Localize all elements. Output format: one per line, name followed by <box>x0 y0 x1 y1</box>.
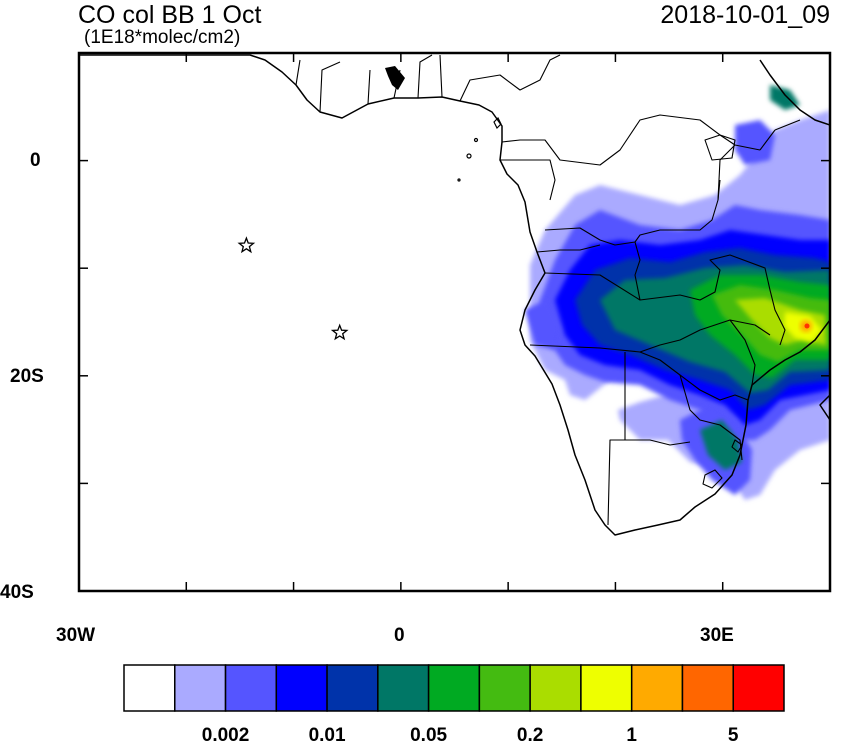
colorbar-swatch <box>681 664 734 712</box>
lake-victoria <box>704 134 736 161</box>
colorbar-swatch <box>174 664 227 712</box>
island <box>493 116 502 130</box>
units-label: (1E18*molec/cm2) <box>84 27 241 48</box>
island <box>473 137 479 143</box>
border-line <box>634 241 786 346</box>
lakes <box>385 66 405 90</box>
lat-label-0: 0 <box>30 150 41 171</box>
lat-label-20s: 20S <box>10 366 44 387</box>
plume-west-patch <box>525 300 560 350</box>
colorbar-label: 1 <box>626 725 637 746</box>
plume-east-africa-patch <box>770 85 800 110</box>
swaziland-border <box>731 439 743 453</box>
colorbar <box>123 664 785 712</box>
lon-label-30e: 30E <box>700 625 734 646</box>
colorbar-swatch <box>580 664 633 712</box>
map-frame <box>77 51 832 593</box>
africa-coastline <box>79 54 830 536</box>
colorbar-swatch <box>123 664 176 712</box>
border-line <box>500 159 556 201</box>
coastlines <box>79 54 830 536</box>
plume-red-hotspot <box>804 323 810 329</box>
border-line <box>459 54 561 102</box>
lon-label-30w: 30W <box>56 625 96 646</box>
colorbar-swatch <box>275 664 328 712</box>
lesotho-border <box>702 469 723 489</box>
plume-south-africa-patch <box>700 420 742 470</box>
colorbar-label: 0.2 <box>516 725 544 746</box>
star-marker <box>237 236 256 254</box>
islands <box>457 116 502 182</box>
colorbar-label: 0.01 <box>308 725 346 746</box>
horn-coastline <box>759 59 830 126</box>
timestamp-label: 2018-10-01_09 <box>660 1 830 29</box>
border-line <box>607 352 626 526</box>
lake-volta <box>385 66 405 90</box>
colorbar-swatch <box>377 664 430 712</box>
colorbar-swatch <box>427 664 481 712</box>
border-line <box>544 179 721 246</box>
plume-east-africa-patch <box>735 120 775 165</box>
country-borders <box>295 54 801 526</box>
colorbar-swatch <box>224 664 278 712</box>
colorbar-swatch <box>326 664 379 712</box>
lat-label-40s: 40S <box>0 582 34 603</box>
island <box>466 153 472 159</box>
island <box>457 178 461 182</box>
border-line <box>529 319 771 353</box>
colorbar-swatch <box>529 664 582 712</box>
border-line <box>625 439 691 446</box>
colorbar-label: 0.05 <box>410 725 448 746</box>
border-line <box>729 319 756 386</box>
map-title: CO col BB 1 Oct <box>78 1 262 29</box>
colorbar-swatch <box>630 664 684 712</box>
colorbar-swatch <box>732 664 785 712</box>
border-line <box>639 351 749 401</box>
markers-layer <box>237 236 349 341</box>
colorbar-label: 0.002 <box>201 725 250 746</box>
colorbar-label: 5 <box>727 725 739 746</box>
border-line <box>536 244 601 253</box>
colorbar-swatch <box>478 664 531 712</box>
lon-label-0: 0 <box>394 625 405 646</box>
border-line <box>501 114 736 166</box>
star-marker <box>330 323 349 341</box>
co-plume-field <box>525 85 830 500</box>
border-line <box>717 119 801 201</box>
axis-ticks <box>78 52 831 592</box>
border-line <box>544 272 641 301</box>
madagascar-coastline <box>819 394 830 421</box>
